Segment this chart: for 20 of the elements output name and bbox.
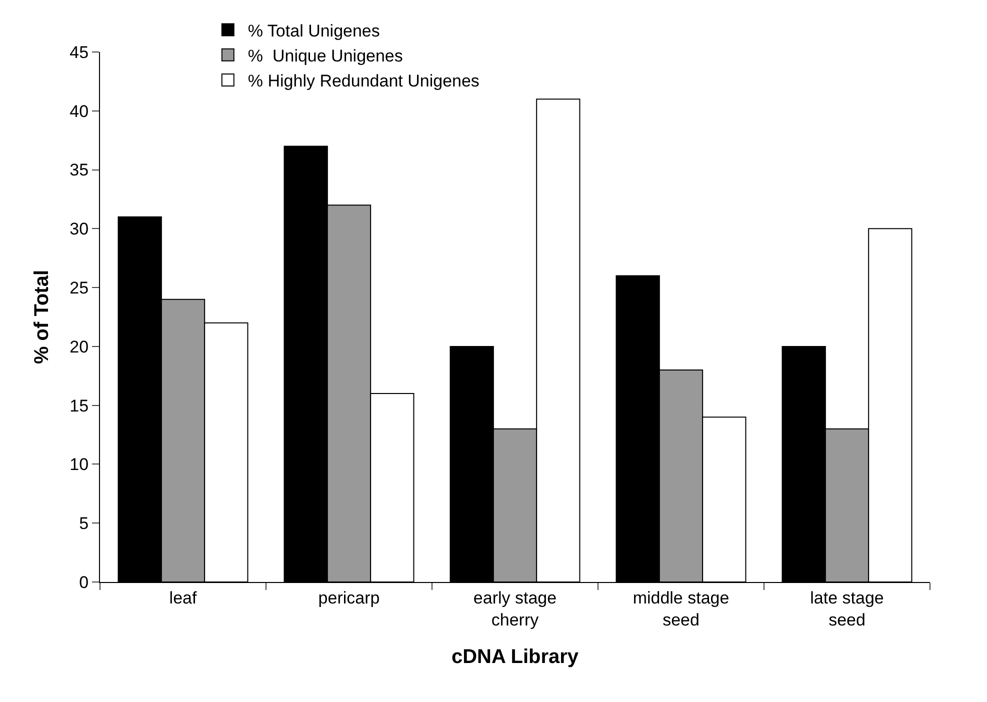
y-tick-label: 25 <box>70 278 89 298</box>
y-tick-label: 40 <box>70 102 89 121</box>
y-axis-title: % of Total <box>31 270 54 364</box>
x-tick-label: late stage seed <box>810 588 884 630</box>
y-tick-label: 45 <box>70 42 89 62</box>
x-axis-title: cDNA Library <box>451 646 580 668</box>
legend-label: % Total Unigenes <box>248 21 380 40</box>
x-tick-label: middle stage seed <box>632 588 730 630</box>
y-tick-label: 35 <box>70 160 89 180</box>
x-tick-label: early stage cherry <box>473 588 557 630</box>
legend-label: % Highly Redundant Unigenes <box>248 72 480 91</box>
y-tick-label: 15 <box>70 396 89 416</box>
y-tick-label: 10 <box>70 455 89 474</box>
y-tick-label: 5 <box>79 514 89 534</box>
y-tick-label: 20 <box>70 337 89 356</box>
x-tick-label: leaf <box>169 588 197 608</box>
x-tick-label: pericarp <box>318 588 380 608</box>
y-tick-label: 0 <box>79 572 89 592</box>
legend-label: % Unique Unigenes <box>248 46 403 66</box>
y-tick-label: 30 <box>70 220 89 239</box>
